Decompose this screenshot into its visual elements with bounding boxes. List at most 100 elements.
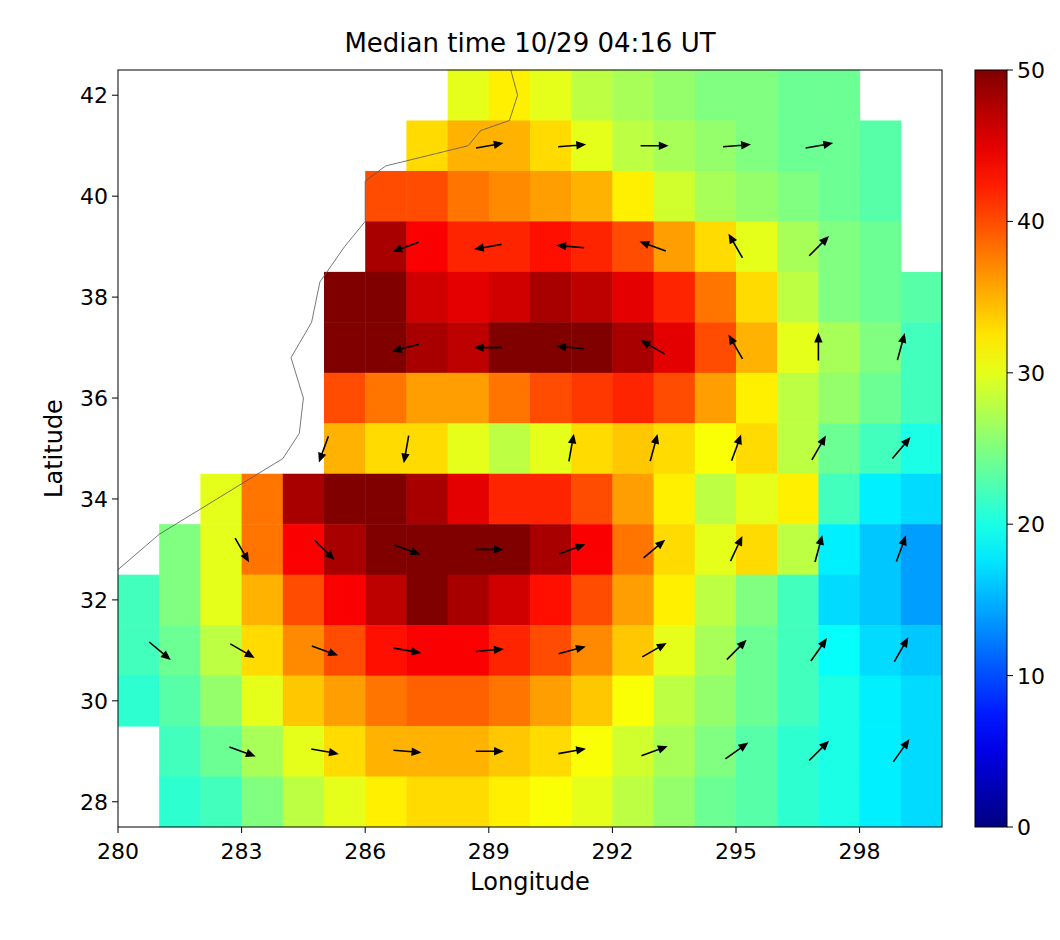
wind-cell — [818, 70, 860, 121]
chart-root: Median time 10/29 04:16 UT28028328628929… — [0, 0, 1060, 940]
colorbar-tick — [1007, 70, 1013, 71]
wind-arrow — [559, 646, 584, 654]
wind-cell — [695, 676, 737, 727]
wind-arrow — [569, 436, 575, 462]
wind-arrow — [725, 744, 746, 759]
y-tick-label: 34 — [80, 487, 108, 512]
wind-cell — [612, 322, 654, 373]
wind-cell — [530, 575, 572, 626]
wind-arrow — [641, 746, 665, 755]
wind-cell — [654, 777, 696, 827]
wind-arrow — [149, 642, 169, 659]
wind-cell — [736, 625, 778, 676]
y-tick-label: 30 — [80, 689, 108, 714]
wind-cell — [860, 272, 902, 323]
wind-cell — [530, 272, 572, 323]
wind-cell — [571, 676, 613, 727]
wind-cell — [860, 423, 902, 474]
wind-cell — [736, 575, 778, 626]
wind-cell — [406, 322, 448, 373]
wind-cell — [777, 322, 819, 373]
y-tick-label: 42 — [80, 83, 108, 108]
wind-cell — [736, 171, 778, 222]
x-axis-label: Longitude — [470, 868, 589, 896]
wind-cell — [612, 373, 654, 424]
wind-cell — [818, 726, 860, 777]
wind-cell — [283, 625, 325, 676]
wind-arrow — [315, 540, 333, 558]
y-tick-label: 40 — [80, 184, 108, 209]
wind-cell — [571, 423, 613, 474]
wind-cell — [283, 676, 325, 727]
wind-cell — [901, 373, 942, 424]
wind-cell — [860, 373, 902, 424]
wind-cell — [777, 171, 819, 222]
wind-cell — [448, 575, 490, 626]
y-tick — [112, 297, 118, 298]
wind-cell — [736, 676, 778, 727]
wind-cell — [324, 777, 366, 827]
wind-cell — [777, 625, 819, 676]
wind-cell — [448, 171, 490, 222]
wind-cell — [612, 70, 654, 121]
wind-arrow — [642, 341, 665, 354]
wind-cell — [242, 777, 284, 827]
wind-cell — [901, 524, 942, 575]
wind-cell — [860, 221, 902, 272]
wind-cell — [818, 171, 860, 222]
wind-arrow — [394, 242, 418, 251]
wind-cell — [489, 373, 531, 424]
wind-cell — [612, 575, 654, 626]
wind-cell — [365, 524, 407, 575]
wind-arrow — [723, 142, 749, 148]
y-tick-label: 32 — [80, 588, 108, 613]
wind-arrow — [641, 242, 665, 251]
wind-cell — [448, 676, 490, 727]
wind-cell — [736, 474, 778, 525]
wind-arrow — [731, 538, 742, 562]
wind-arrow — [230, 644, 253, 657]
wind-cell — [365, 272, 407, 323]
wind-arrow — [476, 647, 502, 653]
wind-cell — [365, 171, 407, 222]
wind-cell — [530, 777, 572, 827]
wind-cell — [777, 524, 819, 575]
wind-cell — [324, 524, 366, 575]
wind-cell — [818, 221, 860, 272]
wind-cell — [489, 777, 531, 827]
wind-cell — [654, 221, 696, 272]
wind-cell — [654, 474, 696, 525]
wind-cell — [736, 322, 778, 373]
y-tick — [112, 498, 118, 499]
wind-arrow — [559, 545, 583, 554]
x-tick-label: 295 — [715, 839, 757, 864]
colorbar-tick-label: 10 — [1017, 664, 1045, 689]
wind-cell — [777, 423, 819, 474]
wind-cell — [736, 272, 778, 323]
wind-cell — [324, 676, 366, 727]
wind-arrow — [476, 244, 502, 250]
colorbar-tick — [1007, 221, 1013, 222]
wind-cell — [571, 777, 613, 827]
wind-arrow — [476, 142, 502, 148]
x-tick — [365, 827, 366, 833]
wind-cell — [901, 322, 942, 373]
wind-cell — [612, 777, 654, 827]
wind-cell — [200, 777, 242, 827]
wind-cell — [324, 373, 366, 424]
wind-cell — [448, 777, 490, 827]
wind-cell — [571, 70, 613, 121]
wind-cell — [612, 474, 654, 525]
wind-cell — [818, 272, 860, 323]
wind-cell — [242, 524, 284, 575]
wind-cell — [612, 625, 654, 676]
wind-cell — [695, 423, 737, 474]
wind-cell — [612, 171, 654, 222]
wind-cell — [901, 777, 942, 827]
wind-cell — [200, 726, 242, 777]
wind-cell — [283, 777, 325, 827]
wind-cell — [695, 575, 737, 626]
wind-cell — [777, 777, 819, 827]
wind-arrow — [476, 345, 502, 351]
x-tick — [859, 827, 860, 833]
